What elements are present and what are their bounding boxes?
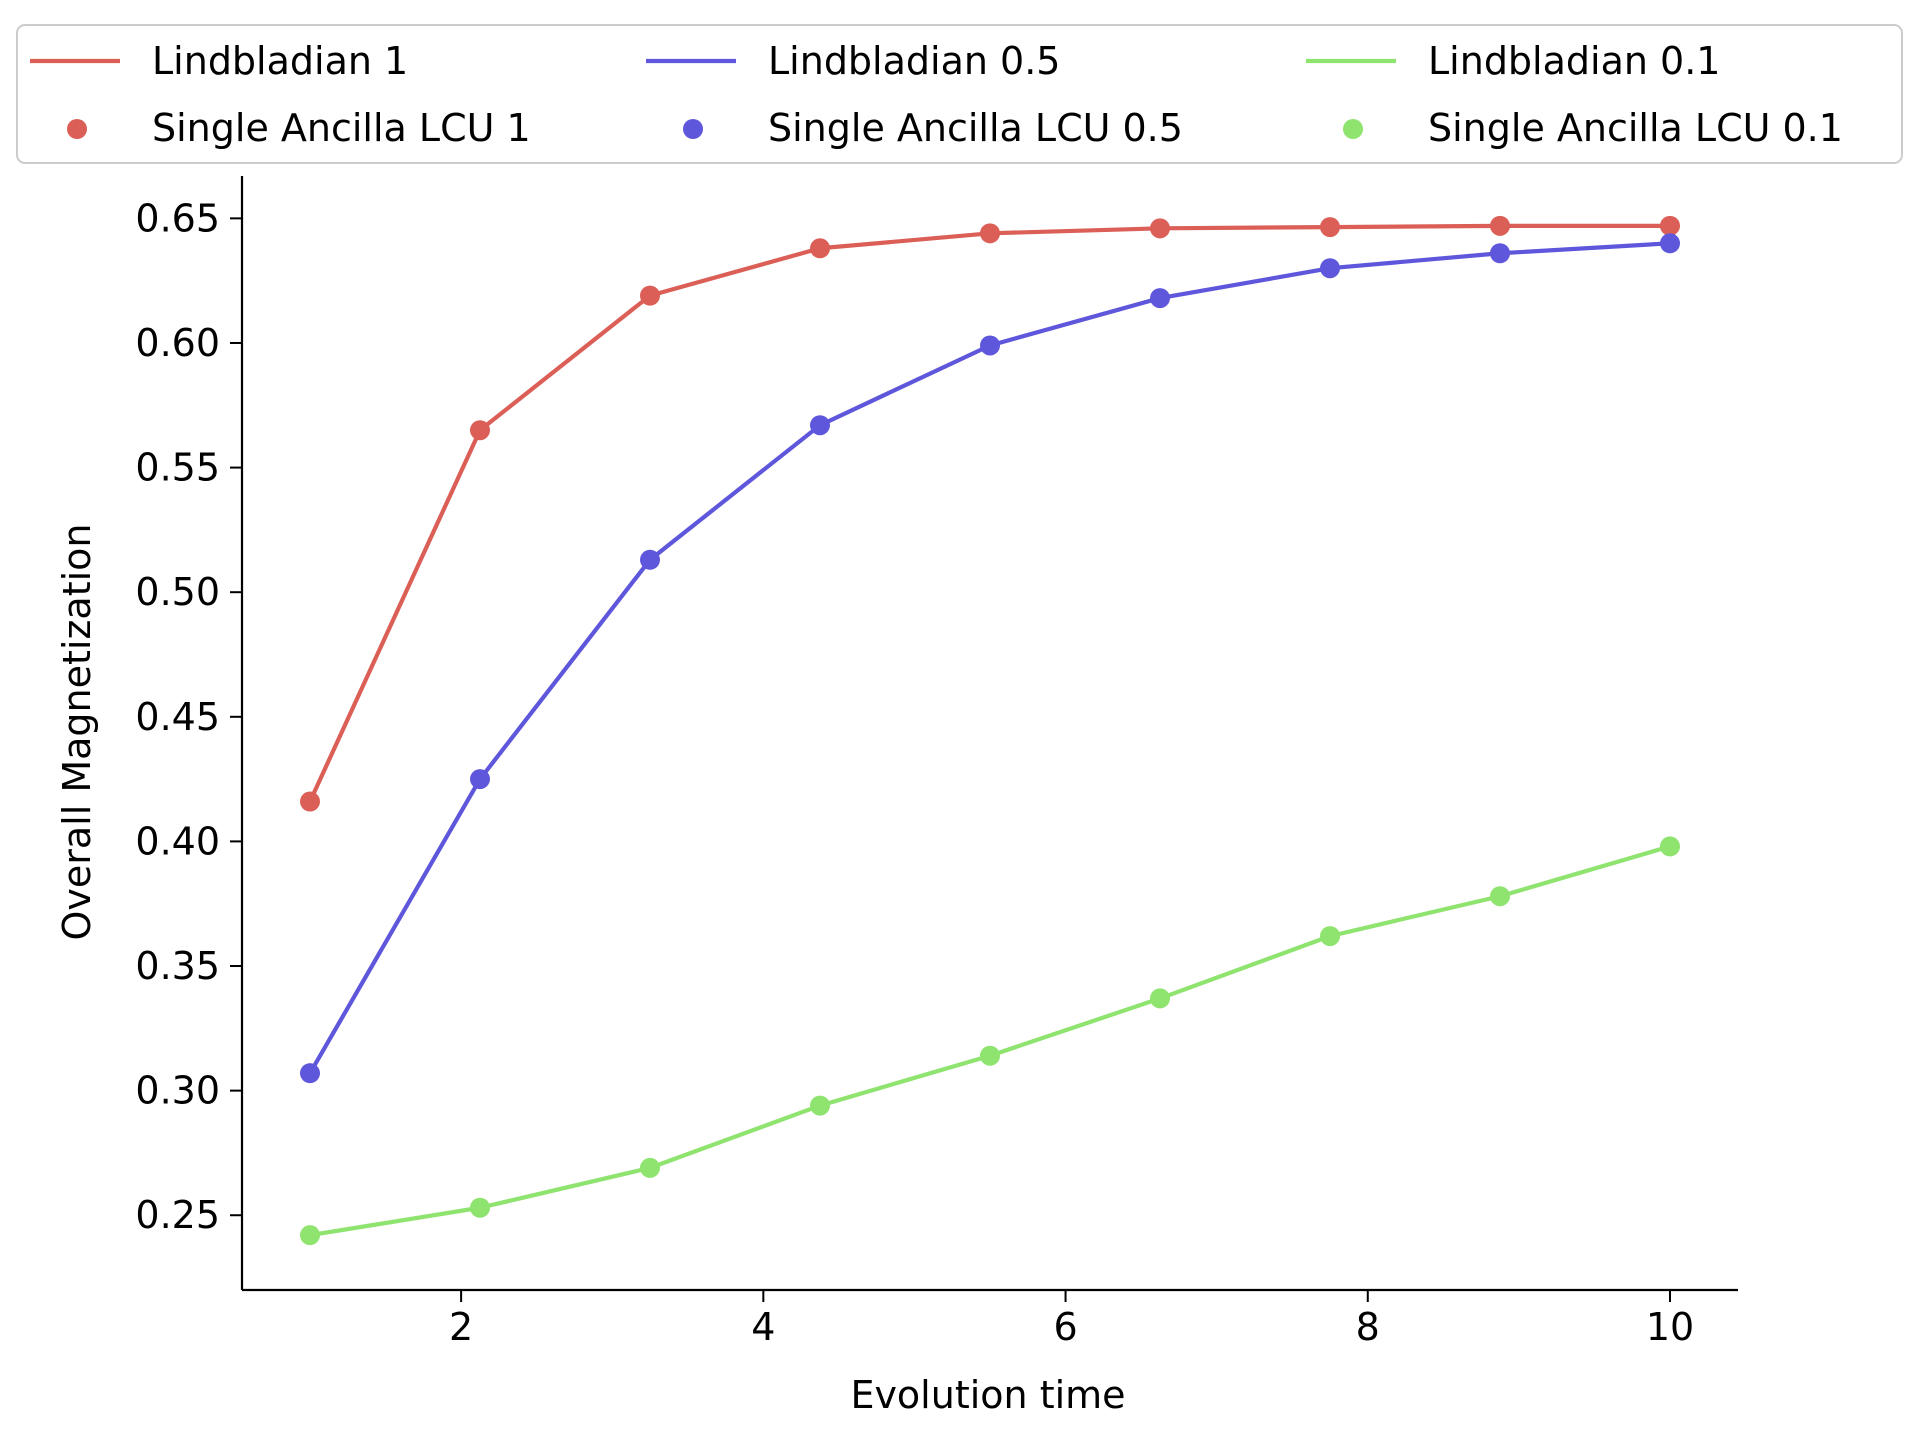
x-tick-label: 4: [751, 1305, 775, 1349]
y-tick-label: 0.35: [135, 944, 220, 988]
legend-label: Single Ancilla LCU 0.1: [1428, 106, 1843, 150]
data-point: [1660, 215, 1680, 236]
data-point: [980, 1045, 1000, 1066]
x-axis-label: Evolution time: [850, 1373, 1125, 1417]
data-point: [1320, 926, 1340, 947]
legend-marker-swatch: [67, 119, 87, 139]
ticks: 2 4 6 8 10 0.25 0.30 0.35 0.40 0.45 0.50 0.55 0.60 0.…: [135, 196, 1694, 1349]
legend-marker-swatch: [683, 119, 703, 139]
data-point: [810, 415, 830, 436]
series-points: [300, 215, 1680, 1246]
data-point: [470, 1197, 490, 1218]
y-tick-label: 0.55: [135, 446, 220, 490]
y-tick-label: 0.40: [135, 819, 220, 863]
legend-label: Lindbladian 0.1: [1428, 39, 1720, 83]
y-tick-label: 0.65: [135, 196, 220, 240]
data-point: [640, 285, 660, 306]
x-tick-label: 2: [449, 1305, 473, 1349]
legend-label: Lindbladian 1: [152, 39, 408, 83]
series-lines: [307, 223, 1673, 1238]
legend-label: Lindbladian 0.5: [768, 39, 1060, 83]
y-tick-label: 0.60: [135, 321, 220, 365]
x-tick-label: 8: [1356, 1305, 1380, 1349]
plot-area: 2 4 6 8 10 0.25 0.30 0.35 0.40 0.45 0.50 0.55 0.60 0.…: [135, 176, 1738, 1349]
data-point: [1660, 233, 1680, 254]
y-axis-label: Overall Magnetization: [55, 523, 99, 940]
data-point: [980, 223, 1000, 244]
legend-frame: [16, 24, 1903, 164]
data-point: [1490, 243, 1510, 264]
data-point: [1150, 288, 1170, 309]
data-point: [300, 1225, 320, 1246]
data-point: [470, 420, 490, 441]
data-point: [1320, 258, 1340, 279]
y-tick-label: 0.25: [135, 1193, 220, 1237]
data-point: [1150, 988, 1170, 1009]
data-point: [1150, 218, 1170, 239]
data-point: [810, 238, 830, 259]
data-point: [300, 1063, 320, 1084]
data-point: [1490, 886, 1510, 907]
data-point: [810, 1095, 830, 1116]
y-tick-label: 0.30: [135, 1069, 220, 1113]
data-point: [1660, 836, 1680, 857]
data-point: [1320, 217, 1340, 238]
data-point: [640, 1157, 660, 1178]
data-point: [470, 769, 490, 790]
legend-marker-swatch: [1343, 119, 1363, 139]
y-tick-label: 0.50: [135, 570, 220, 614]
series-line-2: [307, 844, 1673, 1238]
data-point: [1490, 215, 1510, 236]
legend-label: Single Ancilla LCU 0.5: [768, 106, 1183, 150]
data-point: [980, 335, 1000, 356]
data-point: [300, 791, 320, 812]
axes: [240, 176, 1738, 1292]
legend-label: Single Ancilla LCU 1: [152, 106, 531, 150]
series-line-0: [307, 223, 1673, 804]
legend: Lindbladian 1 Lindbladian 0.5 Lindbladian …: [16, 24, 1903, 164]
data-point: [640, 549, 660, 570]
series-line-1: [307, 241, 1673, 1076]
y-tick-label: 0.45: [135, 695, 220, 739]
x-tick-label: 6: [1053, 1305, 1077, 1349]
x-tick-label: 10: [1646, 1305, 1694, 1349]
